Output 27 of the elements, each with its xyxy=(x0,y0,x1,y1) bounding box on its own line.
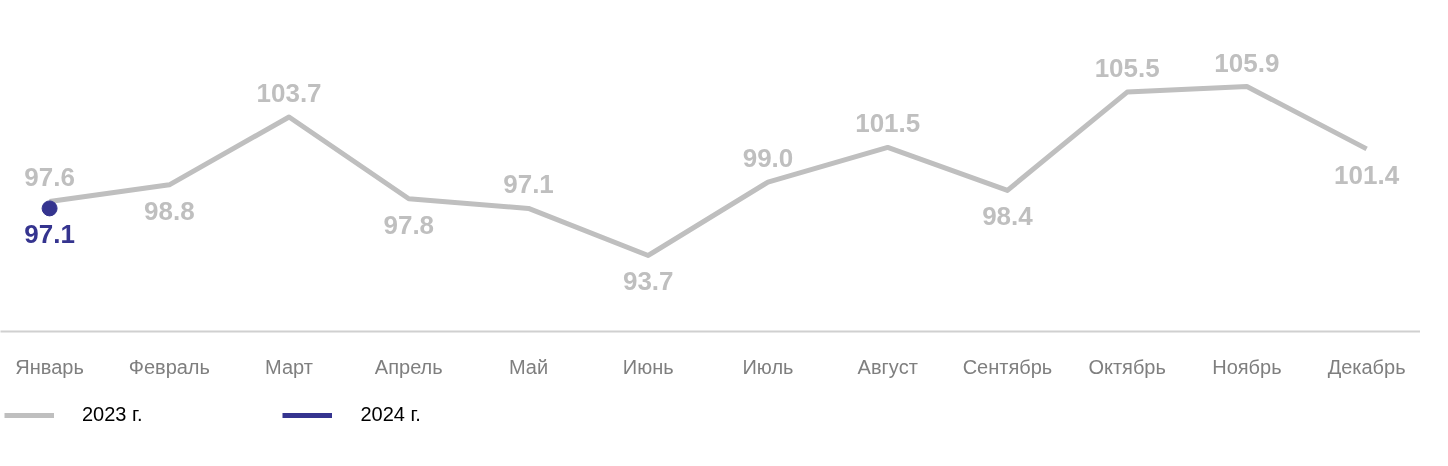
data-label: 99.0 xyxy=(742,143,794,174)
x-tick-label: Декабрь xyxy=(1327,355,1406,378)
x-tick-label: Май xyxy=(508,355,549,378)
data-label: 97.6 xyxy=(24,162,75,193)
data-label: 98.4 xyxy=(982,201,1034,232)
x-tick-label: Апрель xyxy=(374,355,443,378)
data-label: 97.8 xyxy=(383,209,435,240)
data-label: 101.5 xyxy=(855,108,921,139)
x-tick-label: Июль xyxy=(742,355,794,378)
data-label: 97.1 xyxy=(24,219,75,250)
data-label: 105.9 xyxy=(1214,47,1280,78)
x-tick-label: Март xyxy=(265,355,313,378)
x-tick-label: Январь xyxy=(15,355,84,378)
x-tick-label: Ноябрь xyxy=(1212,355,1282,378)
data-label: 105.5 xyxy=(1094,53,1160,84)
data-label: 98.8 xyxy=(144,195,195,226)
x-tick-label: Июнь xyxy=(622,355,674,378)
data-label: 97.1 xyxy=(503,169,554,200)
data-label: 101.4 xyxy=(1334,159,1400,190)
x-tick-label: Август xyxy=(857,355,918,378)
x-tick-label: Сентябрь xyxy=(962,355,1053,378)
x-tick-label: Октябрь xyxy=(1088,355,1166,378)
data-label: 93.7 xyxy=(622,266,674,297)
data-label: 103.7 xyxy=(256,77,322,108)
legend-label: 2024 г. xyxy=(360,403,421,426)
legend-label: 2023 г. xyxy=(82,403,143,426)
x-tick-label: Февраль xyxy=(128,355,210,378)
